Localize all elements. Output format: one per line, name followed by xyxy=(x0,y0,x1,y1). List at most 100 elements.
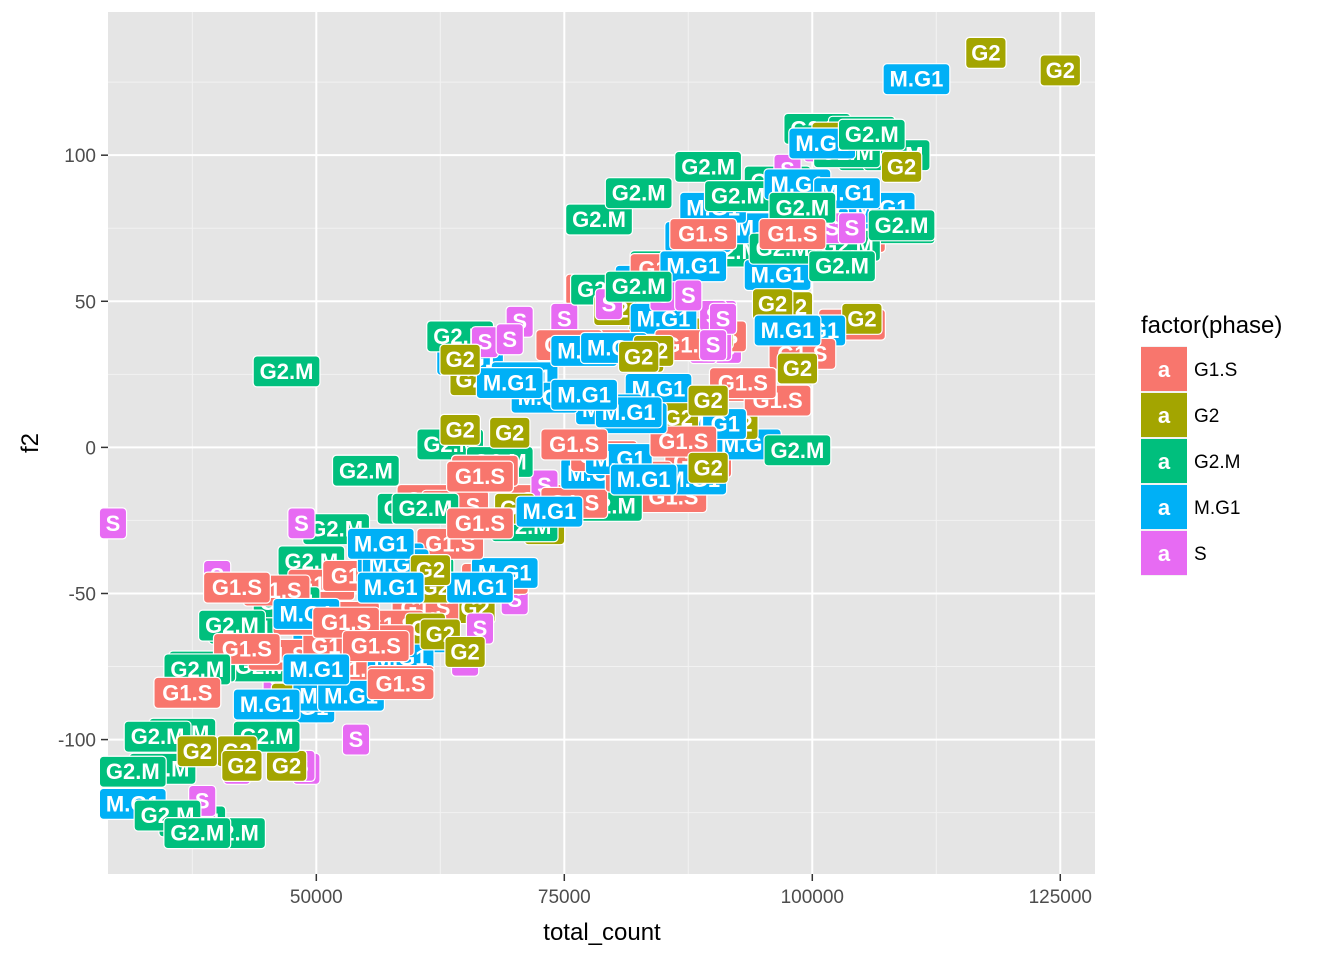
data-label-box xyxy=(341,629,410,663)
data-label-box xyxy=(515,495,584,528)
data-label-text: G2.M xyxy=(399,496,453,521)
data-label: M.G1 xyxy=(609,463,678,496)
data-label-text: M.G1 xyxy=(890,67,944,92)
legend-entries: a G1.Sa G2 a G2.M a M.G1a S xyxy=(1141,346,1240,576)
data-label: G2.M xyxy=(331,454,400,487)
data-label-text: G1.S xyxy=(351,634,401,659)
data-label-text: M.G1 xyxy=(289,657,343,682)
data-label-box xyxy=(495,323,524,356)
legend-key-swatch xyxy=(1141,485,1187,529)
data-label-text: G2 xyxy=(847,306,876,331)
data-label-text: G2.M xyxy=(572,207,626,232)
data-label-text: G2 xyxy=(693,455,722,480)
data-label-box xyxy=(604,270,673,303)
data-label: S xyxy=(287,507,316,540)
data-labels-layer: M.G1M.G1G2.MG2G2G2G1.SSM.G1G2.MG1.SSG2SG… xyxy=(98,36,1082,850)
data-label: M.G1 xyxy=(659,250,728,283)
legend-item: a M.G1 xyxy=(1141,484,1240,530)
data-label-text: M.G1 xyxy=(617,467,671,492)
data-label-box xyxy=(163,816,232,850)
data-label-box xyxy=(617,340,660,373)
data-label: M.G1 xyxy=(882,63,951,96)
legend-item: a G1.S xyxy=(1141,346,1237,392)
data-label-box xyxy=(550,378,619,411)
data-label: G2.M xyxy=(867,209,936,242)
data-label-text: M.G1 xyxy=(557,382,611,407)
legend-title: factor(phase) xyxy=(1141,312,1282,339)
data-label: G2.M xyxy=(768,191,837,224)
data-label-text: M.G1 xyxy=(240,692,294,717)
data-label: G2 xyxy=(176,735,219,768)
data-label: G2 xyxy=(1039,54,1082,87)
data-label-box xyxy=(808,250,877,283)
data-label-box xyxy=(98,507,128,540)
legend-item-label: M.G1 xyxy=(1194,498,1240,519)
data-label-text: G2 xyxy=(887,154,916,179)
data-label-box xyxy=(698,329,728,362)
data-label: G2 xyxy=(687,384,729,417)
data-label-box xyxy=(674,279,703,312)
data-label: G2 xyxy=(617,340,660,373)
data-label-box xyxy=(776,352,819,385)
data-label-text: G2.M xyxy=(875,213,929,238)
data-label-text: M.G1 xyxy=(483,371,537,396)
data-label-box xyxy=(837,118,906,151)
data-label-box xyxy=(758,217,827,251)
data-label: G2.M xyxy=(98,755,167,788)
data-label-box xyxy=(488,416,531,449)
legend-item-label: G2.M xyxy=(1194,452,1240,473)
data-label-text: G2.M xyxy=(612,181,666,206)
legend-key-swatch xyxy=(1141,347,1187,391)
data-label-box xyxy=(604,177,673,210)
data-label: G2.M xyxy=(604,270,673,303)
data-label-box xyxy=(439,413,481,446)
data-label-text: S xyxy=(106,511,121,536)
data-label-text: G2.M xyxy=(339,458,393,483)
legend-item-label: G2 xyxy=(1194,406,1219,427)
data-label-box xyxy=(287,507,316,540)
data-label: G2.M xyxy=(123,720,192,753)
data-label: G2.M xyxy=(703,179,772,213)
data-label: G2 xyxy=(488,416,531,449)
data-label-text: S xyxy=(349,727,364,752)
data-label-text: G2.M xyxy=(771,438,825,463)
data-label: S xyxy=(698,329,728,362)
y-tick-label: 50 xyxy=(75,292,96,313)
data-label: S xyxy=(341,723,371,756)
data-label-text: G2.M xyxy=(260,359,314,384)
data-label-box xyxy=(439,343,481,376)
data-label-box xyxy=(153,676,222,709)
data-label: S xyxy=(495,323,524,356)
data-label-text: G1.S xyxy=(212,575,262,600)
data-label: S xyxy=(674,279,703,312)
data-label: G2.M xyxy=(252,355,321,388)
data-label: G2 xyxy=(751,288,794,321)
data-label: G2.M xyxy=(674,150,743,183)
data-label-box xyxy=(882,63,951,96)
data-label: G1.S xyxy=(341,629,410,663)
data-label: M.G1 xyxy=(475,366,544,400)
data-label: G2.M xyxy=(163,816,232,850)
data-label: S xyxy=(837,212,867,245)
y-tick-label: -100 xyxy=(58,731,96,752)
data-label: S xyxy=(98,507,128,540)
data-label-box xyxy=(1039,54,1082,87)
legend: factor(phase) a G1.Sa G2 a G2.M a M.G1a S xyxy=(1141,312,1282,576)
data-label-box xyxy=(346,527,415,560)
x-tick-label: 100000 xyxy=(781,887,844,908)
data-label: G1.S xyxy=(445,460,514,493)
legend-key-glyph: a xyxy=(1158,541,1171,566)
data-label-text: G2 xyxy=(183,739,212,764)
data-label-box xyxy=(687,384,729,417)
data-label-text: G2 xyxy=(445,347,474,372)
data-label: G1.S xyxy=(669,217,738,251)
data-label-box xyxy=(867,209,936,242)
data-label: G2 xyxy=(841,302,883,335)
data-label-text: G2 xyxy=(495,420,524,445)
data-label-text: G2 xyxy=(445,417,474,442)
data-label-text: G2 xyxy=(971,40,1000,65)
legend-item: a G2 xyxy=(1141,392,1219,438)
data-label-box xyxy=(341,723,371,756)
data-label-box xyxy=(98,755,167,788)
